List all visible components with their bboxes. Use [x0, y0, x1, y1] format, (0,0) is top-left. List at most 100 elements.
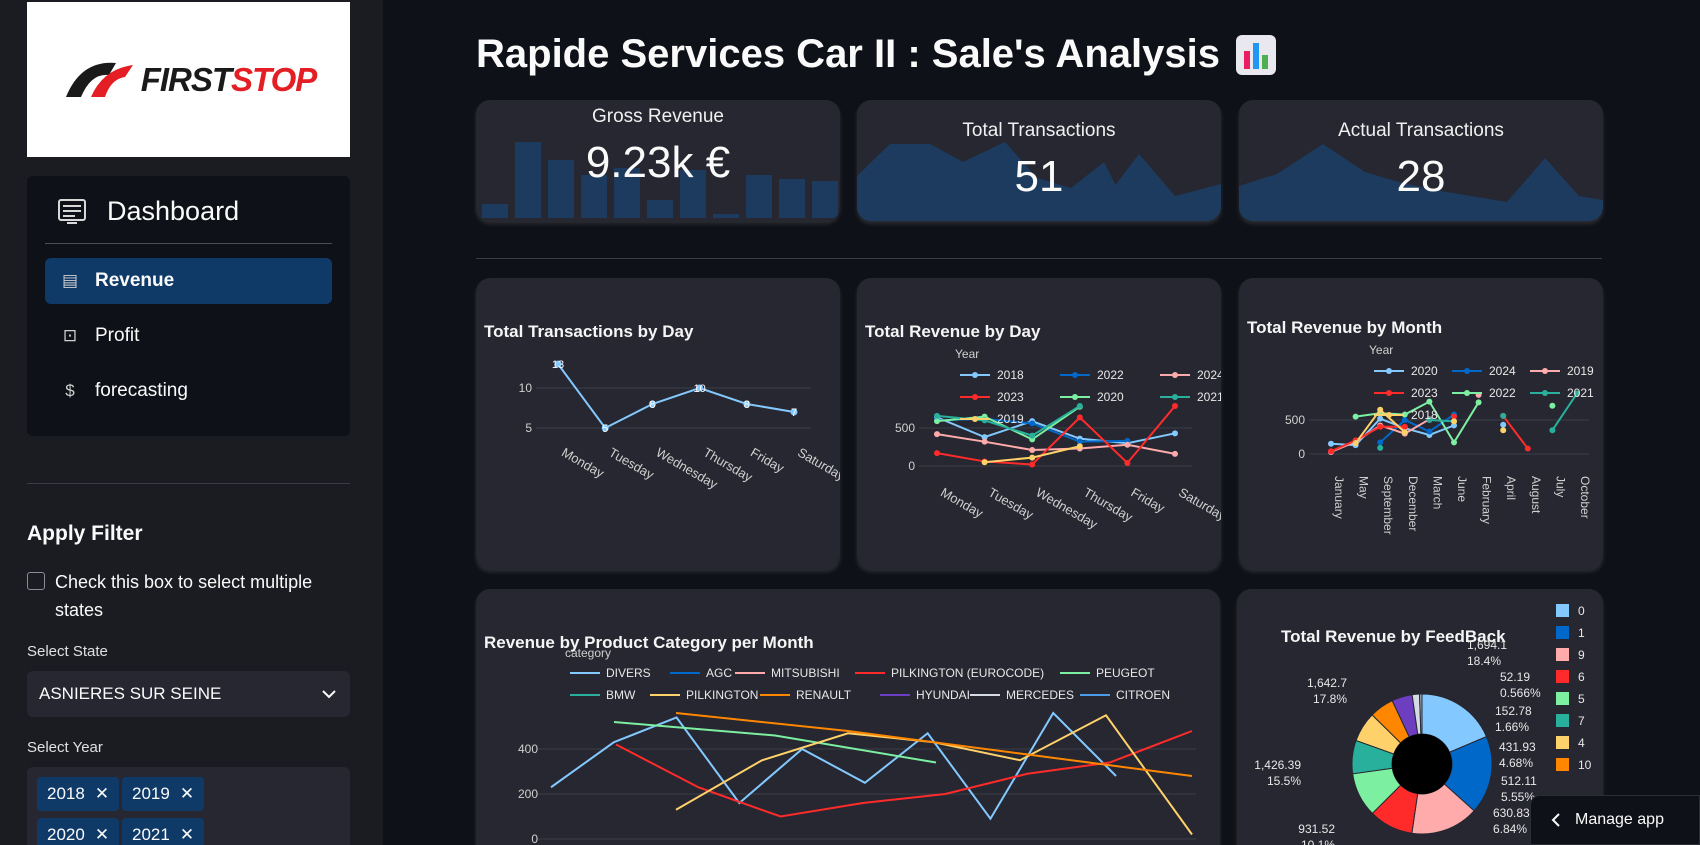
legend-label: MITSUBISHI	[771, 666, 840, 680]
series-2021-point	[1377, 444, 1384, 451]
series-2024-point	[1124, 441, 1131, 448]
x-tick-label: Monday	[938, 485, 986, 521]
legend-label: 7	[1578, 714, 1585, 728]
series-2018-point	[1401, 429, 1408, 436]
page-title-text: Rapide Services Car II : Sale's Analysis	[476, 32, 1220, 76]
transactions-series-point	[696, 384, 704, 392]
series-2021-line	[1551, 392, 1578, 431]
series-2019-point	[1076, 443, 1083, 450]
series-pilkington-eurocode--line	[615, 730, 1193, 818]
legend-label: 2023	[997, 390, 1024, 404]
revenue-by-month-chart: 0 500 January May September December March June…	[1285, 343, 1594, 535]
slice-value-label: 931.52	[1298, 822, 1335, 836]
year-tag[interactable]: 2018 ✕	[37, 777, 120, 811]
series-2023-point	[1172, 402, 1178, 409]
legend-label: AGC	[706, 666, 732, 680]
state-select[interactable]: ASNIERES SUR SEINE	[27, 671, 350, 717]
series-2018-point	[1377, 406, 1384, 413]
slice-percent-label: 1.66%	[1495, 720, 1529, 734]
logo-swoosh-icon	[65, 62, 133, 97]
nav-divider	[45, 243, 332, 244]
series-2023-line	[1330, 425, 1405, 453]
kpi-sparkline	[857, 142, 1221, 221]
y-tick-label: 200	[518, 787, 538, 801]
main-divider	[476, 258, 1602, 259]
dashboard-icon	[58, 198, 86, 224]
year-tag[interactable]: 2020 ✕	[37, 818, 120, 845]
chart-card-revenue-by-category: Revenue by Product Category per Month 0 2…	[476, 589, 1220, 845]
close-icon[interactable]: ✕	[94, 784, 110, 803]
y-tick-label: 0	[531, 832, 538, 845]
slice-value-label: 1,694.1	[1467, 638, 1507, 652]
legend-label: 2021	[1197, 390, 1221, 404]
kpi-card-total-transactions: Total Transactions 51	[857, 100, 1221, 221]
close-icon[interactable]: ✕	[179, 784, 195, 803]
y-tick-label: 500	[1285, 413, 1305, 427]
y-tick-label: 0	[1298, 447, 1305, 461]
year-multiselect[interactable]: 2018 ✕ 2019 ✕ 2020 ✕ 2021 ✕	[27, 767, 350, 845]
series-2022-point	[1451, 439, 1457, 446]
transactions-series-point	[601, 424, 609, 432]
legend-label: 2021	[1567, 386, 1594, 400]
x-tick-label: October	[1578, 476, 1592, 519]
slice-percent-label: 5.55%	[1501, 790, 1535, 804]
legend-swatch	[1556, 714, 1569, 727]
x-tick-label: September	[1381, 476, 1395, 535]
x-tick-label: August	[1529, 476, 1543, 514]
chart-title: Total Revenue by Month	[1247, 318, 1443, 337]
legend-label: MERCEDES	[1006, 688, 1074, 702]
nav-item-revenue[interactable]: ▤ Revenue	[45, 258, 332, 304]
series-2022-point	[1029, 420, 1036, 427]
close-icon[interactable]: ✕	[94, 825, 110, 844]
x-tick-label: Saturday	[1176, 485, 1221, 524]
nav-item-profit[interactable]: ⊡ Profit	[45, 313, 332, 359]
legend-label: 2022	[1489, 386, 1516, 400]
slice-value-label: 52.19	[1500, 670, 1530, 684]
x-tick-label: April	[1504, 476, 1518, 500]
legend-label: 2019	[997, 412, 1024, 426]
x-tick-label: February	[1480, 476, 1494, 524]
series-2024-point	[1029, 447, 1036, 454]
year-tag[interactable]: 2021 ✕	[122, 818, 205, 845]
legend-label: 2020	[1097, 390, 1124, 404]
series-2021-point	[1426, 417, 1433, 423]
legend-label: 2023	[1411, 386, 1438, 400]
data-label: 8	[744, 399, 750, 411]
legend-swatch-dot	[972, 394, 978, 400]
legend-label: PILKINGTON	[686, 688, 758, 702]
revenue-by-feedback-chart: 1,694.1 18.4% 1,642.7 17.8% 52.19 0.566% 152.7…	[1254, 604, 1592, 845]
close-icon[interactable]: ✕	[179, 825, 195, 844]
series-2018-line	[936, 416, 1176, 445]
year-tag-label: 2021	[132, 825, 170, 844]
state-select-value: ASNIERES SUR SEINE	[39, 684, 222, 703]
legend-swatch-dot	[1386, 390, 1392, 396]
legend-swatch-dot	[1072, 394, 1078, 400]
transactions-series-point	[648, 400, 656, 408]
x-tick-label: Tuesday	[606, 445, 657, 483]
year-tag[interactable]: 2019 ✕	[122, 777, 205, 811]
series-divers-line	[550, 711, 1117, 821]
multi-state-checkbox-row[interactable]: Check this box to select multiple states	[27, 568, 350, 624]
legend-title: Year	[955, 347, 979, 361]
kpi-label: Actual Transactions	[1338, 120, 1504, 141]
nav-item-forecasting[interactable]: $ forecasting	[45, 368, 332, 414]
nav-item-label: forecasting	[95, 380, 188, 401]
dollar-icon: $	[65, 381, 75, 400]
series-2024-point	[1426, 428, 1433, 435]
legend-swatch-dot	[1542, 390, 1548, 396]
legend-swatch	[1556, 604, 1569, 617]
nav-item-label: Revenue	[95, 270, 175, 291]
transactions-series-line	[557, 363, 795, 430]
manage-app-button[interactable]: Manage app	[1530, 795, 1700, 845]
logo: FIRSTSTOP	[27, 2, 350, 157]
x-tick-label: July	[1553, 476, 1567, 497]
series-2024-line	[936, 433, 1176, 455]
chart-card-revenue-by-month: Total Revenue by Month 0 500 January May Sep…	[1239, 278, 1603, 569]
multi-state-checkbox[interactable]	[27, 572, 45, 590]
legend-swatch	[1556, 626, 1569, 639]
transactions-series-point	[790, 408, 798, 416]
slice-percent-label: 18.4%	[1467, 654, 1501, 668]
series-2021-line	[1429, 419, 1455, 423]
state-label: Select State	[27, 643, 108, 660]
